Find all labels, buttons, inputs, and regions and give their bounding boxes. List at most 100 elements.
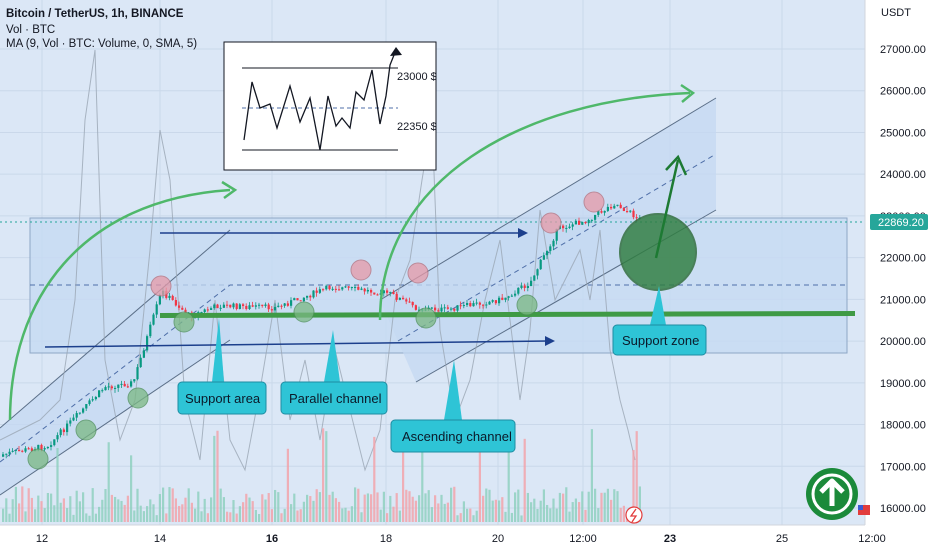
candle-body	[376, 294, 379, 296]
volume-bar	[242, 502, 245, 522]
candle-body	[555, 228, 558, 241]
volume-bar	[517, 489, 520, 522]
volume-bar	[389, 495, 392, 522]
volume-bar	[280, 513, 283, 522]
volume-bar	[82, 492, 85, 522]
candle-body	[280, 305, 283, 307]
candle-body	[283, 303, 286, 306]
candle-body	[536, 269, 539, 276]
volume-bar	[34, 509, 37, 522]
volume-bar	[587, 491, 590, 522]
candle-body	[181, 307, 184, 310]
candle-body	[235, 303, 238, 309]
volume-bar	[472, 515, 475, 522]
volume-bar	[184, 497, 187, 522]
candle-body	[11, 450, 14, 452]
volume-bar	[536, 508, 539, 522]
time-tick: 23	[664, 533, 676, 545]
candle-body	[562, 225, 565, 229]
volume-bar	[581, 491, 584, 522]
volume-bar	[168, 487, 171, 522]
volume-bar	[437, 503, 440, 522]
candle-body	[632, 210, 635, 218]
candle-body	[85, 404, 88, 409]
candle-body	[203, 309, 206, 313]
candle-body	[110, 386, 113, 389]
candle-body	[437, 310, 440, 312]
time-tick: 25	[776, 533, 788, 545]
candle-body	[549, 246, 552, 252]
boost-button[interactable]	[806, 468, 858, 520]
volume-bar	[53, 505, 56, 522]
candle-body	[581, 221, 584, 225]
volume-bar	[222, 497, 225, 522]
price-tick: 21000.00	[880, 294, 926, 306]
volume-bar	[344, 507, 347, 522]
volume-bar	[638, 486, 641, 522]
lightning-icon[interactable]	[625, 506, 643, 524]
volume-bar	[107, 442, 110, 522]
price-axis[interactable]	[865, 0, 932, 550]
volume-bar	[69, 496, 72, 522]
candle-body	[357, 286, 360, 290]
candle-body	[27, 448, 30, 450]
candle-body	[360, 288, 363, 290]
asc-left-upper	[0, 229, 231, 429]
blue-arrow-upper	[160, 228, 528, 238]
time-tick: 16	[266, 533, 278, 545]
symbol-title: Bitcoin / TetherUS, 1h, BINANCE	[6, 8, 184, 20]
volume-bar	[181, 504, 184, 522]
volume-bar	[270, 509, 273, 522]
price-tick: 22000.00	[880, 253, 926, 265]
volume-bar	[488, 489, 491, 522]
candle-body	[123, 383, 126, 387]
price-ticks: 27000.0026000.0025000.0024000.0023000.00…	[880, 44, 926, 515]
green-curve-arrow-right	[378, 91, 691, 321]
volume-bar	[258, 513, 261, 522]
volume-bar	[194, 508, 197, 522]
candle-body	[443, 307, 446, 309]
volume-bar	[450, 487, 453, 522]
candle-body	[264, 304, 267, 306]
volume-bar	[405, 489, 408, 522]
volume-bar	[165, 513, 168, 522]
volume-bar	[603, 492, 606, 522]
volume-bar	[334, 498, 337, 522]
candle-body	[590, 219, 593, 221]
candle-body	[472, 303, 475, 307]
candle-body	[584, 221, 587, 224]
candle-body	[171, 295, 174, 301]
time-axis[interactable]	[0, 525, 932, 550]
volume-bar	[363, 494, 366, 522]
flag-icon[interactable]	[858, 505, 870, 515]
volume-bar	[238, 506, 241, 522]
candle-body	[107, 386, 110, 388]
candle-body	[78, 412, 81, 414]
volume-bar	[78, 501, 81, 522]
candle-body	[158, 294, 161, 305]
volume-bar	[203, 498, 206, 522]
candle-body	[101, 390, 104, 392]
volume-bar	[568, 511, 571, 522]
candle-body	[507, 296, 510, 298]
candle-body	[37, 444, 40, 450]
candle-body	[325, 285, 328, 290]
candle-body	[66, 423, 69, 433]
volume-bar	[101, 499, 104, 522]
volume-bar	[299, 509, 302, 522]
time-tick: 14	[154, 533, 166, 545]
support-touch-circle	[173, 311, 195, 333]
volume-bar	[466, 508, 469, 522]
candle-body	[370, 289, 373, 293]
support-touch-circle	[75, 419, 97, 441]
volume-bar	[408, 491, 411, 522]
candle-body	[542, 255, 545, 260]
time-tick: 12	[36, 533, 48, 545]
volume-bar	[498, 500, 501, 522]
volume-bar	[469, 508, 472, 522]
candle-body	[18, 449, 21, 451]
candle-body	[440, 307, 443, 312]
candle-body	[606, 206, 609, 211]
